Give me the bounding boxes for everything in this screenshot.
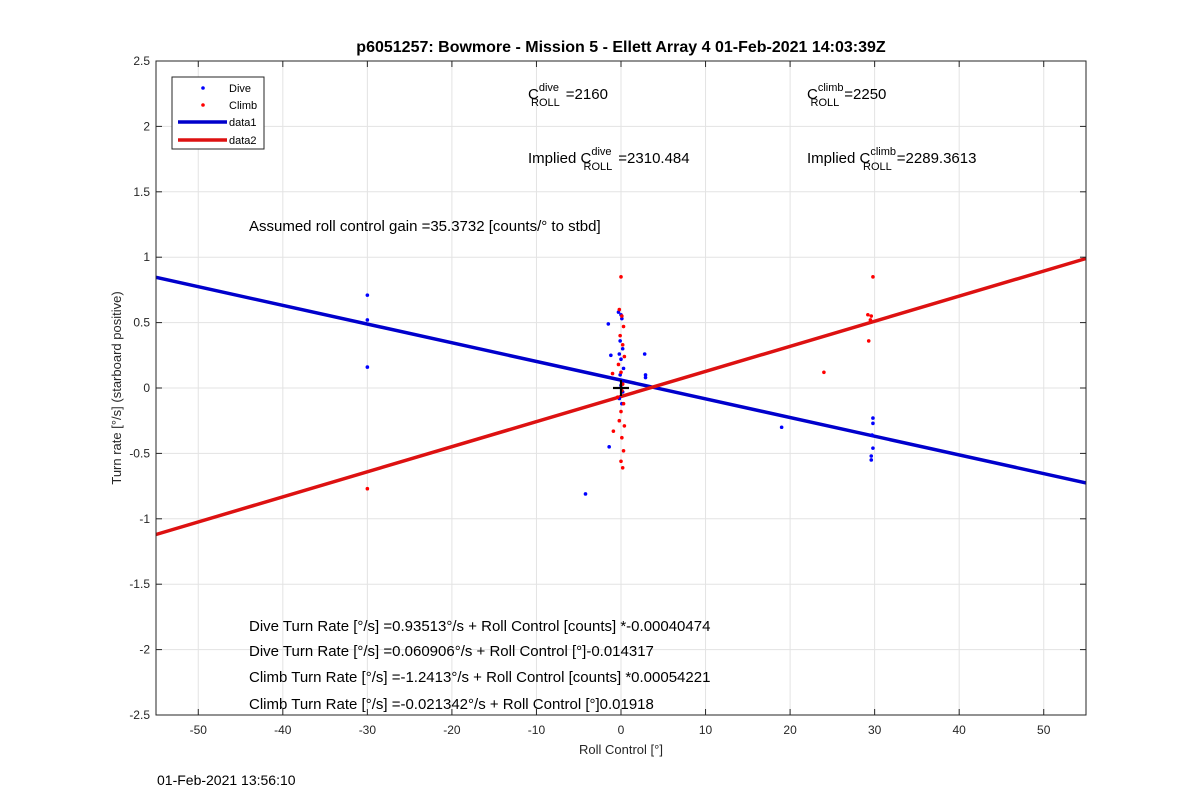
equation-climb-counts: Climb Turn Rate [°/s] =-1.2413°/s + Roll… <box>249 669 710 686</box>
legend-climb-label: Climb <box>229 100 257 112</box>
point-dive <box>871 421 875 426</box>
y-tick-label: -2.5 <box>129 708 150 722</box>
equation-dive-degrees: Dive Turn Rate [°/s] =0.060906°/s + Roll… <box>249 643 654 660</box>
x-axis-ticks: -50 -40 -30 -20 -10 0 10 20 30 40 50 <box>190 61 1051 737</box>
point-dive <box>642 352 647 356</box>
point-climb <box>871 275 875 279</box>
y-tick-label: 0.5 <box>133 316 150 330</box>
y-tick-label: -0.5 <box>129 446 150 460</box>
equation-dive-counts: Dive Turn Rate [°/s] =0.93513°/s + Roll … <box>249 618 710 635</box>
legend-data1-label: data1 <box>229 117 257 129</box>
point-climb <box>619 459 623 464</box>
point-climb <box>866 339 871 343</box>
x-tick-label: 10 <box>699 723 713 737</box>
y-axis-ticks: -2.5 -2 -1.5 -1 -0.5 0 0.5 1 1.5 2 2.5 <box>129 54 1086 722</box>
point-climb <box>622 424 627 428</box>
fit-line-data2 <box>155 256 1087 537</box>
annotation-c-climb: Cclimb ROLL =2250 <box>807 82 886 109</box>
point-dive <box>871 446 875 450</box>
legend-dive-label: Dive <box>229 83 251 95</box>
point-climb <box>619 409 623 414</box>
point-climb <box>621 401 626 406</box>
legend-climb-marker <box>201 103 205 107</box>
point-dive <box>609 353 613 358</box>
point-dive <box>365 365 370 369</box>
point-dive <box>606 322 611 326</box>
point-climb <box>621 324 626 329</box>
point-climb <box>621 448 626 453</box>
point-climb <box>619 370 623 375</box>
legend-dive-marker <box>201 86 205 90</box>
footer-timestamp: 01-Feb-2021 13:56:10 <box>157 772 296 788</box>
chart-title: p6051257: Bowmore - Mission 5 - Ellett A… <box>356 39 886 56</box>
point-climb <box>617 307 622 312</box>
x-tick-label: 0 <box>618 723 625 737</box>
point-climb <box>622 354 627 359</box>
legend-data2-label: data2 <box>229 135 257 147</box>
equation-climb-degrees: Climb Turn Rate [°/s] =-0.021342°/s + Ro… <box>249 696 654 713</box>
point-dive <box>619 357 623 362</box>
y-tick-label: 1.5 <box>133 185 150 199</box>
annotation-implied-dive: Implied Cdive ROLL =2310.484 <box>528 146 690 173</box>
point-dive <box>583 492 588 496</box>
legend: Dive Climb data1 data2 <box>171 76 265 150</box>
y-tick-label: 0 <box>143 381 150 395</box>
point-climb <box>620 343 625 347</box>
point-dive <box>618 339 622 343</box>
x-tick-label: -20 <box>443 723 461 737</box>
point-dive <box>643 375 648 380</box>
point-climb <box>620 314 624 318</box>
y-tick-label: -2 <box>139 643 150 657</box>
x-tick-label: -40 <box>274 723 292 737</box>
point-climb <box>616 362 621 367</box>
point-dive <box>620 346 625 351</box>
point-climb <box>618 333 622 338</box>
data-points <box>365 275 875 496</box>
annotation-gain: Assumed roll control gain =35.3732 [coun… <box>249 218 601 235</box>
point-climb <box>610 371 615 376</box>
x-tick-label: 20 <box>783 723 797 737</box>
point-dive <box>871 416 875 420</box>
point-dive <box>365 318 370 322</box>
point-dive <box>607 445 611 449</box>
x-tick-label: -10 <box>528 723 546 737</box>
y-tick-label: -1.5 <box>129 577 150 591</box>
point-climb <box>619 275 623 279</box>
y-tick-label: 2 <box>143 119 150 133</box>
y-tick-label: 1 <box>143 250 150 264</box>
point-climb <box>866 312 870 317</box>
point-dive <box>869 454 874 458</box>
x-tick-label: -30 <box>359 723 377 737</box>
x-tick-label: 50 <box>1037 723 1051 737</box>
point-dive <box>621 366 626 371</box>
x-axis-label: Roll Control [°] <box>579 742 663 757</box>
y-tick-label: -1 <box>139 512 150 526</box>
point-dive <box>617 352 622 356</box>
point-dive <box>365 293 370 297</box>
point-climb <box>615 395 620 399</box>
y-tick-label: 2.5 <box>133 54 150 68</box>
point-dive <box>779 425 784 430</box>
annotation-implied-climb: Implied Cclimb ROLL =2289.3613 <box>807 146 976 173</box>
point-dive <box>643 373 648 377</box>
y-axis-label: Turn rate [°/s] (starboard positive) <box>109 291 124 484</box>
point-climb <box>822 370 826 375</box>
x-tick-label: -50 <box>190 723 208 737</box>
point-climb <box>868 318 873 322</box>
annotation-c-dive: Cdive ROLL =2160 <box>528 82 608 109</box>
point-climb <box>620 435 624 440</box>
point-climb <box>869 314 874 318</box>
origin-crosshair <box>613 380 629 396</box>
point-climb <box>611 429 616 433</box>
x-tick-label: 40 <box>953 723 967 737</box>
point-climb <box>620 465 625 470</box>
point-climb <box>617 418 622 423</box>
point-dive <box>869 458 874 462</box>
point-climb <box>365 486 370 491</box>
point-dive <box>870 433 874 437</box>
point-dive <box>620 316 624 321</box>
x-tick-label: 30 <box>868 723 882 737</box>
